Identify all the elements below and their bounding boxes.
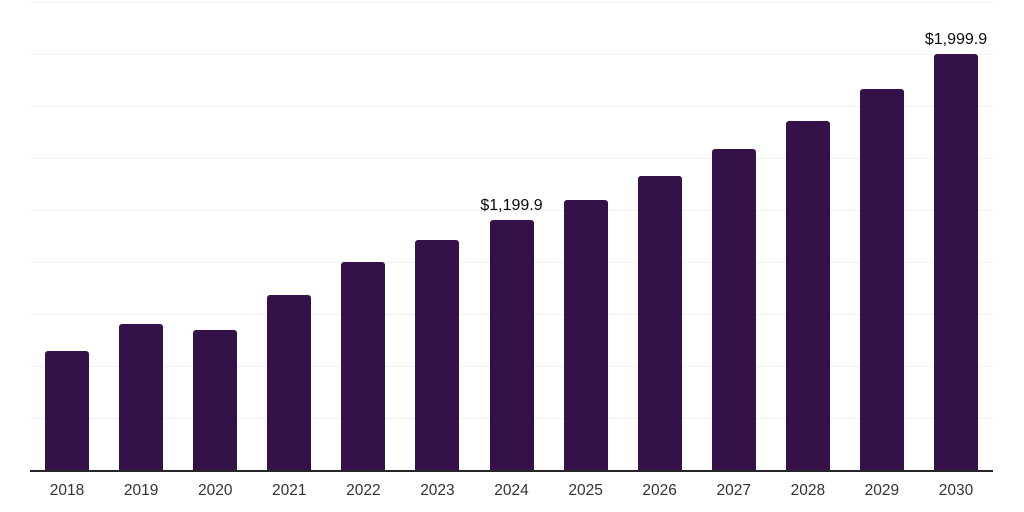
bar-band-2029 xyxy=(845,2,919,470)
bar-band-2019 xyxy=(104,2,178,470)
bar-band-2025 xyxy=(549,2,623,470)
bar-band-2021 xyxy=(252,2,326,470)
bar-2019 xyxy=(119,323,164,470)
gridline-2000 xyxy=(30,54,993,55)
gridline-1500 xyxy=(30,157,993,159)
bar-2027 xyxy=(711,149,756,470)
x-tick-2028: 2028 xyxy=(790,482,826,499)
bar-band-2030: $1,999.9 xyxy=(919,2,993,470)
bar-2020 xyxy=(193,330,238,470)
gridline-1250 xyxy=(30,210,993,211)
x-tick-2022: 2022 xyxy=(346,482,381,499)
bar-2029 xyxy=(859,88,904,470)
x-tick-2027: 2027 xyxy=(716,482,751,499)
x-tick-2029: 2029 xyxy=(864,482,900,499)
x-tick-2018: 2018 xyxy=(49,482,85,499)
bar-2028 xyxy=(785,120,830,470)
bar-band-2028 xyxy=(771,2,845,470)
gridline-2250 xyxy=(30,2,993,3)
bar-band-2026 xyxy=(623,2,697,470)
x-tick-2023: 2023 xyxy=(420,482,455,499)
x-axis-labels: 2018 2019 2020 2021 2022 2023 2024 2025 2026 2027… xyxy=(30,482,993,500)
x-tick-2025: 2025 xyxy=(568,482,603,499)
bar-2022 xyxy=(341,262,386,470)
bar-2021 xyxy=(267,295,312,470)
x-tick-2024: 2024 xyxy=(494,482,529,499)
x-tick-2019: 2019 xyxy=(123,482,159,499)
x-tick-2026: 2026 xyxy=(642,482,677,499)
bar-band-2020 xyxy=(178,2,252,470)
bar-2018 xyxy=(45,351,90,470)
bar-band-2027 xyxy=(697,2,771,470)
x-tick-2030: 2030 xyxy=(938,482,974,499)
gridline-1750 xyxy=(30,106,993,107)
bar-2023 xyxy=(415,239,460,470)
bar-band-2018 xyxy=(30,2,104,470)
bar-band-2022 xyxy=(326,2,400,470)
plot-area: $1,199.9 $1,999.9 xyxy=(30,2,993,472)
value-label-2030: $1,999.9 xyxy=(924,31,988,49)
bar-band-2024: $1,199.9 xyxy=(474,2,548,470)
bar-2025 xyxy=(563,199,608,470)
bar-band-2023 xyxy=(400,2,474,470)
value-label-2024: $1,199.9 xyxy=(480,197,543,215)
bar-2024: $1,199.9 xyxy=(480,197,543,470)
bar-2026 xyxy=(637,175,682,470)
bar-series: $1,199.9 $1,999.9 xyxy=(30,2,993,470)
x-tick-2020: 2020 xyxy=(197,482,233,499)
bar-2030: $1,999.9 xyxy=(925,31,987,470)
x-tick-2021: 2021 xyxy=(272,482,307,499)
